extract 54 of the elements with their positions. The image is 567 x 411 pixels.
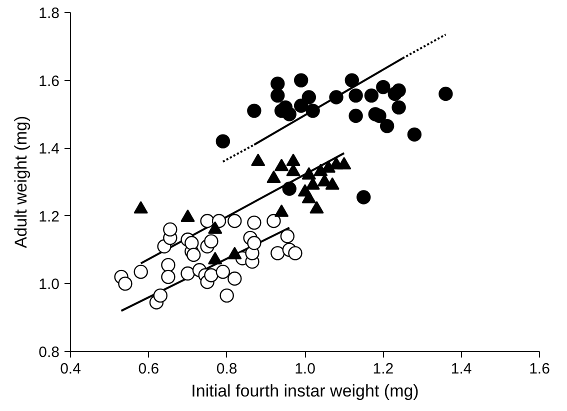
point [344, 73, 359, 88]
point [216, 134, 230, 148]
point [348, 88, 363, 103]
point [376, 80, 390, 94]
point [348, 108, 363, 123]
point [288, 246, 302, 260]
point [392, 83, 406, 98]
point [163, 222, 178, 237]
x-tick-label: 0.8 [216, 360, 238, 378]
point [356, 190, 371, 204]
x-axis-title: Initial fourth instar weight (mg) [191, 382, 419, 400]
point [270, 76, 285, 91]
point [153, 288, 168, 303]
point [118, 276, 132, 291]
point [329, 90, 344, 104]
y-tick-label: 1.6 [38, 72, 60, 90]
point [282, 107, 296, 122]
x-tick-label: 0.4 [60, 360, 81, 378]
y-tick-label: 1.0 [38, 276, 60, 294]
point [282, 182, 296, 196]
x-tick-label: 1.6 [529, 360, 550, 378]
point [364, 88, 379, 103]
point [306, 104, 320, 118]
point [407, 127, 422, 142]
point [294, 73, 308, 88]
point [266, 214, 281, 228]
y-tick-label: 1.8 [38, 5, 60, 22]
point [247, 104, 262, 118]
x-tick-label: 1.0 [294, 360, 316, 378]
y-axis-title: Adult weight (mg) [12, 116, 31, 248]
y-tick-label: 0.8 [38, 344, 60, 361]
y-tick-label: 1.2 [38, 208, 60, 226]
point [392, 100, 406, 115]
point [134, 264, 148, 279]
point [302, 90, 316, 104]
point [380, 118, 394, 134]
point [228, 272, 242, 286]
x-tick-label: 1.2 [372, 360, 394, 378]
point [180, 266, 195, 281]
point [228, 214, 242, 228]
point [161, 270, 176, 284]
point [204, 268, 218, 282]
point [216, 264, 230, 279]
point [184, 236, 199, 250]
point [438, 86, 453, 101]
x-tick-label: 1.4 [450, 360, 472, 378]
y-tick-label: 1.4 [38, 140, 60, 158]
point [220, 288, 234, 303]
point [204, 234, 218, 248]
x-tick-label: 0.6 [138, 360, 160, 378]
point [247, 236, 262, 250]
point [186, 248, 201, 262]
point [270, 88, 285, 103]
point [247, 216, 262, 230]
